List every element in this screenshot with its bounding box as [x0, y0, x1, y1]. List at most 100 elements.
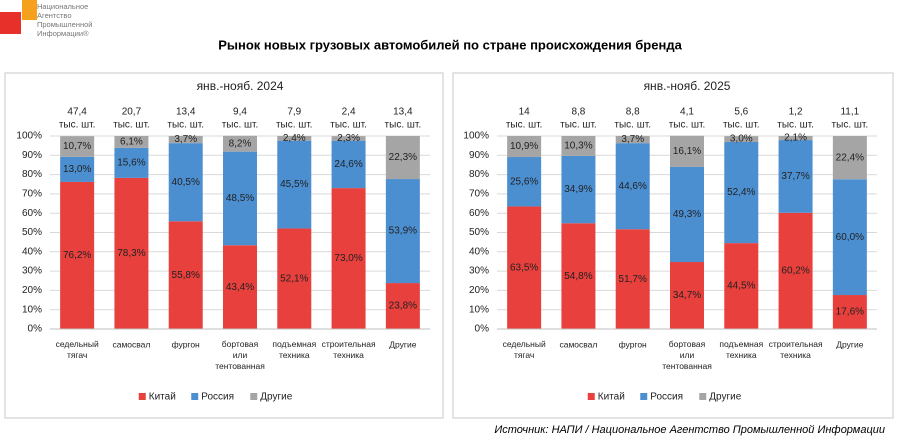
legend-label: Другие — [709, 392, 741, 403]
total-label: 13,4 — [176, 107, 196, 118]
bar-segment — [168, 143, 203, 222]
total-unit: тыс. шт. — [614, 120, 651, 131]
value-label: 3,7% — [174, 134, 197, 145]
legend-swatch — [191, 393, 199, 400]
x-tick-label: Другие — [389, 339, 416, 349]
logo-line: Агентство — [37, 11, 72, 20]
total-label: 4,1 — [680, 107, 694, 118]
source: Источник: НАПИ / Национальное Агентство … — [494, 424, 885, 436]
value-label: 44,5% — [727, 281, 755, 292]
legend-label: Россия — [201, 392, 234, 403]
y-tick-label: 40% — [22, 246, 42, 257]
bar-segment — [778, 140, 813, 213]
x-tick-label: строительная техника — [769, 339, 823, 360]
value-label: 53,9% — [389, 226, 417, 237]
bar-segment — [507, 206, 542, 329]
x-tick-label: самосвал — [559, 339, 597, 349]
y-tick-label: 20% — [469, 285, 489, 296]
bar-segment — [385, 136, 420, 180]
total-unit: тыс. шт. — [167, 120, 204, 131]
bar-segment — [670, 135, 704, 167]
panel-frame — [4, 72, 444, 419]
bar-segment — [331, 136, 366, 141]
y-tick-label: 10% — [469, 304, 489, 315]
legend-label: Китай — [149, 392, 176, 403]
value-label: 15,6% — [117, 157, 145, 168]
value-label: 10,7% — [63, 141, 91, 152]
value-label: 55,8% — [172, 270, 200, 281]
value-label: 25,6% — [510, 176, 538, 187]
bar-segment — [60, 181, 95, 329]
bar-segment — [385, 179, 420, 284]
value-label: 48,5% — [226, 193, 254, 204]
value-label: 6,1% — [120, 137, 143, 148]
bar-segment — [223, 245, 257, 329]
page-title: Рынок новых грузовых автомобилей по стра… — [218, 37, 682, 52]
x-tick-label: седельный тягач — [56, 339, 99, 360]
bar-segment — [724, 136, 759, 142]
y-tick-label: 60% — [22, 208, 42, 219]
value-label: 34,9% — [564, 184, 592, 195]
legend-swatch — [138, 393, 146, 400]
bar-segment — [832, 179, 867, 296]
bar-segment — [615, 136, 650, 144]
value-label: 2,1% — [784, 133, 807, 144]
total-label: 11,1 — [840, 107, 859, 118]
value-label: 51,7% — [619, 274, 647, 285]
y-tick-label: 100% — [16, 131, 42, 142]
bar-segment — [561, 155, 596, 224]
value-label: 73,0% — [334, 253, 362, 264]
y-tick-label: 30% — [469, 266, 489, 277]
bar-segment — [60, 136, 95, 157]
total-unit: тыс. шт. — [777, 120, 814, 131]
bar-segment — [331, 188, 366, 329]
logo-abbr: НАПИ — [3, 3, 22, 10]
value-label: 40,5% — [172, 177, 200, 188]
total-label: 8,8 — [571, 107, 585, 118]
bar-segment — [778, 136, 813, 141]
total-label: 2,4 — [342, 107, 356, 118]
total-label: 14 — [519, 107, 531, 118]
y-tick-label: 80% — [469, 169, 489, 180]
total-unit: тыс. шт. — [113, 120, 150, 131]
value-label: 34,7% — [673, 290, 701, 301]
bar-segment — [832, 295, 867, 329]
value-label: 3,0% — [730, 134, 753, 145]
bar-segment — [168, 221, 203, 329]
logo-line: Информации® — [37, 29, 89, 38]
bar-segment — [724, 243, 759, 329]
total-label: 1,2 — [789, 107, 803, 118]
value-label: 16,1% — [673, 146, 701, 157]
y-tick-label: 90% — [22, 150, 42, 161]
total-unit: тыс. шт. — [832, 120, 869, 131]
x-tick-label: самосвал — [112, 339, 150, 349]
y-tick-label: 40% — [469, 246, 489, 257]
bar-segment — [832, 136, 867, 180]
bar-segment — [670, 262, 704, 329]
value-label: 54,8% — [564, 271, 592, 282]
value-label: 43,4% — [226, 282, 254, 293]
chart-title: янв.-нояб. 2025 — [644, 79, 731, 93]
legend-label: Россия — [650, 392, 683, 403]
x-tick-label: бортовая или тентованная — [662, 339, 712, 371]
bar-segment — [385, 283, 420, 329]
bar-segment — [60, 156, 95, 182]
legend-swatch — [640, 393, 648, 400]
value-label: 23,8% — [389, 301, 417, 312]
value-label: 22,4% — [836, 152, 864, 163]
logo-red — [0, 12, 21, 34]
x-tick-label: фургон — [172, 339, 200, 349]
y-tick-label: 0% — [28, 324, 43, 335]
total-label: 8,8 — [626, 107, 640, 118]
total-unit: тыс. шт. — [330, 120, 367, 131]
total-unit: тыс. шт. — [222, 120, 259, 131]
x-tick-label: подъемная техника — [272, 339, 316, 360]
value-label: 22,3% — [389, 152, 417, 163]
value-label: 37,7% — [781, 171, 809, 182]
y-tick-label: 10% — [22, 304, 42, 315]
y-tick-label: 70% — [22, 189, 42, 200]
value-label: 24,6% — [334, 159, 362, 170]
y-tick-label: 20% — [22, 285, 42, 296]
total-label: 13,4 — [393, 107, 413, 118]
bar-segment — [277, 140, 312, 229]
